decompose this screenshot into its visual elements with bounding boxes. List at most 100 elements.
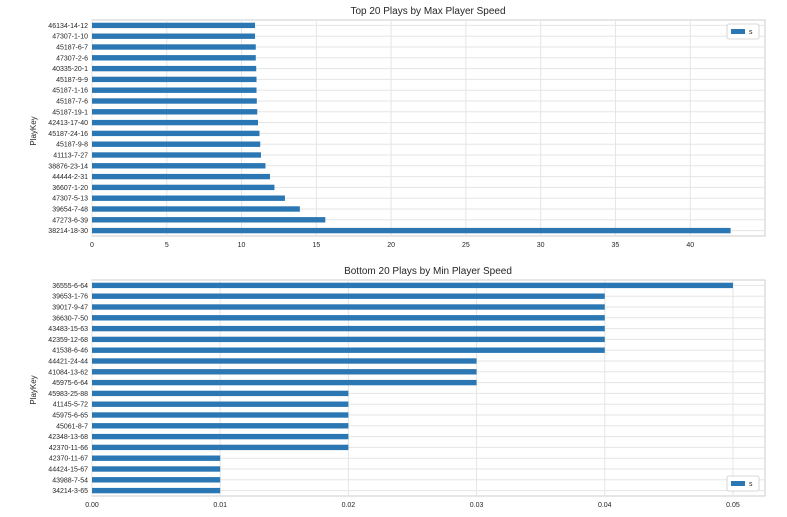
- bar: [92, 423, 349, 429]
- x-tick-label: 25: [462, 242, 470, 249]
- x-tick-label: 30: [537, 242, 545, 249]
- bar: [92, 130, 260, 137]
- x-tick-label: 0.00: [85, 502, 99, 509]
- bar: [92, 444, 349, 451]
- bar: [92, 65, 257, 72]
- y-tick-label: 45975-6-64: [52, 380, 88, 387]
- bar: [92, 487, 221, 494]
- y-tick-label: 42413-17-40: [48, 120, 88, 127]
- y-tick-label: 44424-15-67: [48, 467, 88, 474]
- legend-label: s: [749, 481, 753, 488]
- bar: [92, 87, 257, 93]
- bar: [92, 304, 605, 310]
- x-tick-label: 15: [312, 242, 320, 249]
- bar: [92, 325, 605, 332]
- bar: [92, 390, 349, 397]
- bar: [92, 141, 261, 147]
- bar: [92, 369, 477, 375]
- y-tick-label: 42359-12-68: [48, 337, 88, 344]
- y-tick-label: 40335-20-1: [52, 66, 88, 73]
- bar: [92, 184, 275, 191]
- y-tick-label: 42348-13-68: [48, 434, 88, 441]
- plot-area: [91, 19, 766, 237]
- y-tick-label: 47273-6-39: [52, 217, 88, 224]
- x-tick-label: 40: [686, 242, 694, 249]
- plot-area: [91, 279, 766, 497]
- bar: [92, 347, 605, 353]
- y-tick-label: 47307-1-10: [52, 34, 88, 41]
- chart-title: Top 20 Plays by Max Player Speed: [350, 6, 505, 17]
- y-tick-label: 45187-9-9: [56, 77, 88, 84]
- y-tick-label: 43483-15-63: [48, 326, 88, 333]
- y-tick-label: 39017-9-47: [52, 305, 88, 312]
- bar: [92, 109, 258, 115]
- y-axis-label: PlayKey: [29, 116, 38, 145]
- y-tick-label: 45187-19-1: [52, 109, 88, 116]
- y-tick-label: 45187-9-8: [56, 142, 88, 149]
- bar: [92, 55, 256, 61]
- y-tick-label: 43988-7-54: [52, 477, 88, 484]
- y-tick-label: 36555-6-64: [52, 283, 88, 290]
- top-speed-panel: Top 20 Plays by Max Player Speed PlayKey…: [29, 6, 766, 249]
- legend-swatch: [731, 481, 745, 486]
- bar: [92, 379, 477, 386]
- y-tick-label: 41113-7-27: [53, 153, 88, 160]
- y-tick-label: 36630-7-50: [52, 315, 88, 322]
- y-tick-label: 39654-7-48: [52, 207, 88, 214]
- y-tick-label: 39653-1-76: [52, 294, 88, 301]
- y-tick-label: 42370-11-66: [49, 445, 88, 452]
- y-tick-label: 38876-23-14: [48, 163, 88, 170]
- y-tick-label: 34214-3-65: [52, 488, 88, 495]
- y-tick-label: 36607-1-20: [52, 185, 88, 192]
- bar: [92, 163, 266, 169]
- y-tick-label: 45061-8-7: [56, 423, 88, 430]
- x-tick-label: 10: [238, 242, 246, 249]
- bar: [92, 293, 605, 299]
- x-tick-label: 35: [612, 242, 620, 249]
- y-tick-label: 44444-2-31: [52, 174, 88, 181]
- bar: [92, 195, 285, 201]
- bar: [92, 173, 270, 180]
- bar: [92, 44, 256, 50]
- y-tick-label: 45187-6-7: [56, 45, 88, 52]
- x-tick-label: 0: [90, 242, 94, 249]
- bar: [92, 98, 257, 104]
- legend-swatch: [731, 29, 745, 34]
- y-tick-label: 45975-6-65: [52, 413, 88, 420]
- x-tick-label: 0.03: [470, 502, 484, 509]
- bottom-speed-panel: Bottom 20 Plays by Min Player Speed Play…: [29, 266, 766, 509]
- bar: [92, 217, 326, 223]
- bar: [92, 282, 733, 289]
- y-tick-label: 42370-11-67: [49, 456, 88, 463]
- bar: [92, 227, 731, 234]
- legend-label: s: [749, 29, 753, 36]
- y-tick-label: 45187-24-16: [48, 131, 88, 138]
- bar: [92, 336, 605, 343]
- bar: [92, 206, 300, 212]
- y-axis-label: PlayKey: [29, 375, 38, 404]
- y-tick-label: 41145-5-72: [53, 402, 88, 409]
- y-tick-label: 45983-25-88: [48, 391, 88, 398]
- bar: [92, 33, 256, 39]
- x-tick-label: 0.02: [342, 502, 356, 509]
- bar: [92, 401, 349, 407]
- x-tick-label: 0.04: [598, 502, 612, 509]
- bar: [92, 119, 259, 126]
- y-tick-label: 44421-24-44: [48, 359, 88, 366]
- bar: [92, 22, 256, 29]
- bar: [92, 433, 349, 440]
- y-tick-label: 47307-2-6: [56, 55, 88, 62]
- y-tick-label: 41538-6-46: [52, 348, 88, 355]
- x-tick-label: 0.01: [213, 502, 227, 509]
- bar: [92, 152, 261, 158]
- bar: [92, 477, 221, 483]
- chart-title: Bottom 20 Plays by Min Player Speed: [344, 266, 512, 277]
- x-tick-label: 5: [165, 242, 169, 249]
- bar: [92, 412, 349, 418]
- bar: [92, 358, 477, 364]
- x-tick-label: 0.05: [726, 502, 740, 509]
- bar: [92, 315, 605, 321]
- bar: [92, 466, 221, 472]
- y-tick-label: 45187-7-6: [56, 99, 88, 106]
